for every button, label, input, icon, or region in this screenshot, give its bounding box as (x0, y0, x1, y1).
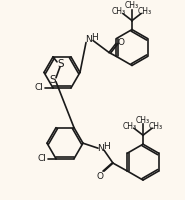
Text: O: O (97, 172, 103, 181)
Text: CH₃: CH₃ (112, 7, 126, 16)
Text: Cl: Cl (35, 83, 43, 92)
Text: CH₃: CH₃ (138, 7, 152, 16)
Text: S: S (58, 59, 64, 69)
Text: N: N (86, 35, 92, 44)
Text: Cl: Cl (38, 154, 46, 163)
Text: CH₃: CH₃ (125, 1, 139, 10)
Text: CH₃: CH₃ (136, 116, 150, 125)
Text: H: H (103, 142, 109, 151)
Text: O: O (117, 38, 125, 47)
Text: N: N (98, 144, 104, 153)
Text: CH₃: CH₃ (149, 122, 163, 131)
Text: CH₃: CH₃ (123, 122, 137, 131)
Text: H: H (91, 33, 97, 42)
Text: S: S (50, 75, 56, 85)
